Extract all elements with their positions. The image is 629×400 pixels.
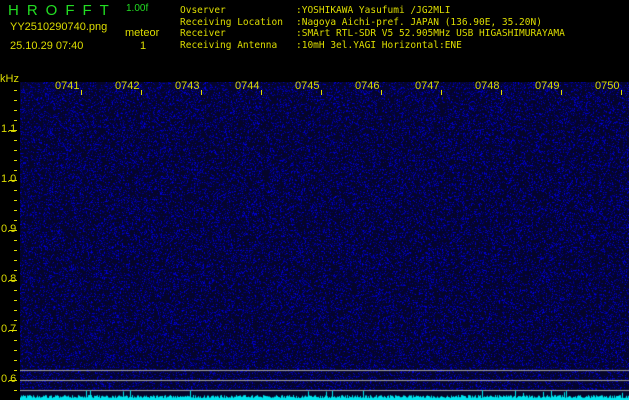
info-key: Receiving Antenna — [180, 40, 296, 52]
y-tick — [14, 360, 17, 361]
y-tick — [9, 280, 17, 281]
y-tick — [14, 260, 17, 261]
x-tick-label: 0747 — [415, 80, 439, 92]
x-tick — [141, 90, 142, 95]
file-name: YY2510290740.png — [10, 21, 107, 33]
station-info: Ovserver:YOSHIKAWA Yasufumi /JG2MLI Rece… — [180, 5, 565, 51]
x-tick-label: 0744 — [235, 80, 259, 92]
x-tick — [81, 90, 82, 95]
y-tick — [14, 310, 17, 311]
y-tick — [14, 160, 17, 161]
y-tick — [14, 150, 17, 151]
y-tick — [14, 100, 17, 101]
y-tick — [14, 140, 17, 141]
y-tick — [9, 130, 17, 131]
y-tick-label: 0.7 — [1, 323, 16, 335]
info-key: Ovserver — [180, 5, 296, 17]
y-tick-label: 1.1 — [1, 123, 16, 135]
y-tick — [14, 320, 17, 321]
y-tick — [14, 340, 17, 341]
y-tick — [14, 110, 17, 111]
info-row: Receiver:SMArt RTL-SDR V5 52.905MHz USB … — [180, 28, 565, 40]
x-tick — [621, 90, 622, 95]
info-row: Ovserver:YOSHIKAWA Yasufumi /JG2MLI — [180, 5, 565, 17]
y-tick — [14, 390, 17, 391]
x-tick-label: 0746 — [355, 80, 379, 92]
y-tick — [14, 200, 17, 201]
info-key: Receiving Location — [180, 17, 296, 29]
date-time: 25.10.29 07:40 — [10, 40, 83, 52]
y-tick — [14, 220, 17, 221]
x-tick-label: 0749 — [535, 80, 559, 92]
x-tick — [441, 90, 442, 95]
y-tick — [14, 270, 17, 271]
x-tick — [501, 90, 502, 95]
y-tick — [14, 170, 17, 171]
y-tick-label: 0.9 — [1, 223, 16, 235]
y-tick — [14, 290, 17, 291]
app-logo: HROFFT — [8, 2, 117, 19]
x-tick-label: 0743 — [175, 80, 199, 92]
y-tick — [14, 300, 17, 301]
version-label: 1.00f — [126, 3, 148, 14]
meteor-count: 1 — [140, 40, 146, 52]
spectrogram — [20, 82, 629, 400]
x-tick — [381, 90, 382, 95]
x-tick — [321, 90, 322, 95]
y-tick — [14, 120, 17, 121]
y-tick-label: 1.0 — [1, 173, 16, 185]
info-value: :YOSHIKAWA Yasufumi /JG2MLI — [296, 5, 450, 16]
x-tick-label: 0742 — [115, 80, 139, 92]
y-tick — [14, 250, 17, 251]
y-tick-label: 0.8 — [1, 273, 16, 285]
x-tick-label: 0750 — [595, 80, 619, 92]
y-tick — [9, 230, 17, 231]
info-row: Receiving Location:Nagoya Aichi-pref. JA… — [180, 17, 565, 29]
x-tick — [261, 90, 262, 95]
info-value: :SMArt RTL-SDR V5 52.905MHz USB HIGASHIM… — [296, 28, 565, 39]
y-tick-label: 0.6 — [1, 373, 16, 385]
y-tick — [14, 370, 17, 371]
x-tick — [561, 90, 562, 95]
y-tick — [14, 90, 17, 91]
x-tick-label: 0741 — [55, 80, 79, 92]
y-tick — [14, 210, 17, 211]
y-tick — [14, 190, 17, 191]
info-value: :Nagoya Aichi-pref. JAPAN (136.90E, 35.2… — [296, 17, 542, 28]
meteor-label: meteor — [125, 27, 159, 39]
x-tick — [201, 90, 202, 95]
x-tick-label: 0745 — [295, 80, 319, 92]
x-tick-label: 0748 — [475, 80, 499, 92]
info-value: :10mH 3el.YAGI Horizontal:ENE — [296, 40, 462, 51]
y-tick — [9, 330, 17, 331]
info-key: Receiver — [180, 28, 296, 40]
y-axis-unit: kHz — [0, 73, 19, 85]
info-row: Receiving Antenna:10mH 3el.YAGI Horizont… — [180, 40, 565, 52]
y-tick — [14, 240, 17, 241]
y-tick — [9, 380, 17, 381]
y-tick — [14, 350, 17, 351]
y-tick — [9, 180, 17, 181]
